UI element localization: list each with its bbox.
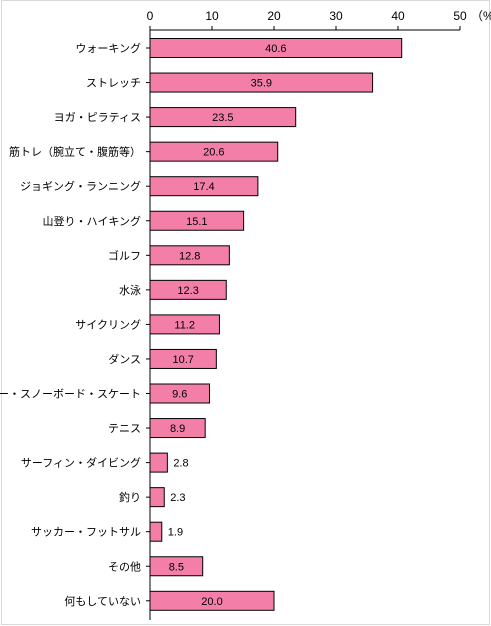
value-label: 12.3	[177, 285, 198, 297]
category-label: スキー・スノーボード・スケート	[0, 388, 141, 401]
value-label: 17.4	[193, 181, 214, 193]
value-label: 10.7	[172, 354, 193, 366]
bar	[149, 38, 403, 58]
category-label: 釣り	[119, 490, 141, 504]
bar	[149, 141, 279, 162]
category-label: ダンス	[108, 352, 141, 366]
category-label: 水泳	[119, 283, 141, 297]
bar	[149, 72, 374, 93]
value-label: 20.0	[201, 596, 222, 608]
category-label: テニス	[108, 423, 141, 435]
bar	[149, 418, 206, 439]
bar	[149, 176, 259, 197]
bar	[149, 383, 211, 404]
value-label: 23.5	[212, 112, 233, 124]
value-label: 20.6	[203, 147, 224, 159]
value-label: 2.3	[170, 492, 185, 504]
x-tick-label: 10	[205, 9, 219, 23]
category-label: 筋トレ（腕立て・腹筋等）	[9, 145, 141, 159]
bar	[149, 521, 163, 542]
category-label: その他	[108, 560, 141, 573]
x-tick-label: 40	[391, 9, 405, 23]
bar	[149, 107, 297, 128]
bar	[149, 556, 204, 577]
x-tick-label: 0	[147, 9, 154, 23]
value-label: 35.9	[251, 78, 272, 90]
bar	[149, 452, 168, 473]
x-tick-label: 20	[267, 9, 281, 23]
bar	[149, 487, 165, 508]
category-label: サイクリング	[75, 317, 141, 331]
category-label: サーフィン・ダイビング	[21, 456, 141, 470]
value-label: 11.2	[174, 319, 195, 331]
value-label: 1.9	[168, 527, 183, 539]
category-label: ウォーキング	[75, 41, 141, 55]
value-label: 9.6	[172, 389, 187, 401]
x-tick-label: 30	[329, 9, 343, 23]
x-tick-label: 50	[453, 9, 467, 23]
category-label: 何もしていない	[64, 595, 141, 608]
value-labels: 40.6 35.9 23.5 20.6 17.4 15.1 12.8 12.3 11.2 10.7…	[168, 43, 287, 608]
value-label: 15.1	[186, 216, 207, 228]
category-label: ストレッチ	[86, 77, 141, 90]
bars	[149, 38, 403, 611]
unit-label: （%）	[471, 9, 491, 23]
category-label: ヨガ・ピラティス	[54, 111, 141, 124]
bar	[149, 245, 230, 266]
value-label: 2.8	[173, 458, 188, 470]
category-label: ジョギング・ランニング	[20, 179, 141, 193]
bar	[149, 314, 220, 335]
value-label: 12.8	[179, 250, 200, 262]
bar	[149, 590, 275, 611]
value-label: 40.6	[265, 43, 286, 55]
bar	[149, 348, 217, 369]
bar	[149, 279, 227, 300]
category-label: ゴルフ	[108, 248, 141, 262]
category-label: 山登り・ハイキング	[43, 214, 141, 228]
value-label: 8.5	[169, 561, 184, 573]
x-axis: 0 10 20 30 40 50	[146, 9, 467, 620]
bar	[149, 210, 245, 231]
category-label: サッカー・フットサル	[31, 526, 141, 539]
value-label: 8.9	[170, 423, 185, 435]
